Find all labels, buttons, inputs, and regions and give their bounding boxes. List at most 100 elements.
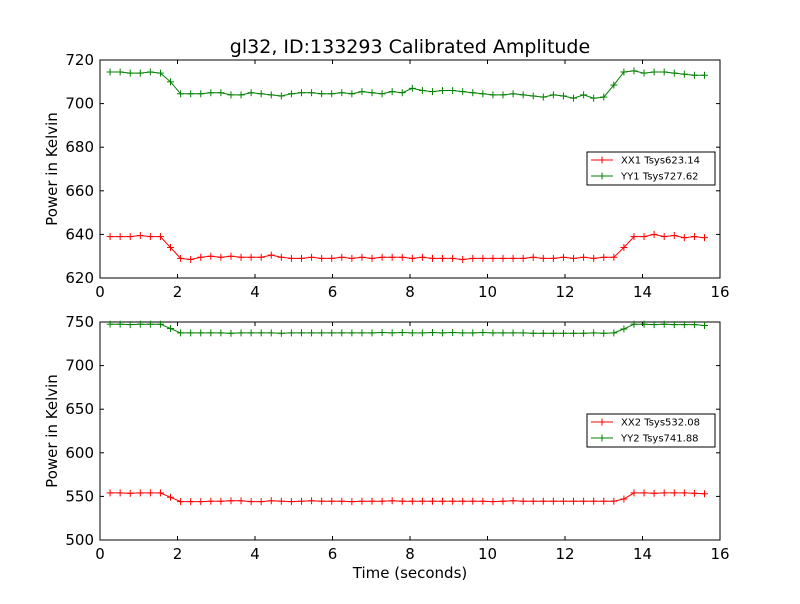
data-point bbox=[408, 497, 416, 505]
data-point bbox=[348, 498, 356, 506]
x-tick-label: 6 bbox=[328, 283, 338, 301]
data-point bbox=[539, 254, 547, 262]
data-point bbox=[217, 497, 225, 505]
data-point bbox=[277, 329, 285, 337]
data-point bbox=[136, 231, 144, 239]
data-point bbox=[680, 70, 688, 78]
data-point bbox=[328, 254, 336, 262]
data-point bbox=[378, 253, 386, 261]
data-point bbox=[348, 329, 356, 337]
data-point bbox=[428, 254, 436, 262]
data-point bbox=[338, 497, 346, 505]
data-point bbox=[116, 320, 124, 328]
data-point bbox=[418, 87, 426, 95]
data-point bbox=[308, 497, 316, 505]
data-point bbox=[479, 254, 487, 262]
data-point bbox=[146, 233, 154, 241]
y-axis-title: Power in Kelvin bbox=[43, 374, 61, 488]
data-point bbox=[680, 321, 688, 329]
data-point bbox=[580, 497, 588, 505]
x-tick-label: 12 bbox=[555, 283, 574, 301]
data-point bbox=[499, 91, 507, 99]
data-point bbox=[146, 489, 154, 497]
data-point bbox=[690, 321, 698, 329]
data-point bbox=[328, 497, 336, 505]
data-point bbox=[489, 498, 497, 506]
data-point bbox=[368, 89, 376, 97]
legend: XX1 Tsys623.14 YY1 Tsys727.62 bbox=[586, 151, 716, 186]
data-point bbox=[630, 489, 638, 497]
data-point bbox=[529, 329, 537, 337]
x-tick-label: 8 bbox=[405, 545, 415, 563]
data-point bbox=[207, 329, 215, 337]
x-tick-label: 16 bbox=[710, 545, 729, 563]
data-point bbox=[690, 489, 698, 497]
data-point bbox=[701, 490, 708, 498]
data-point bbox=[590, 329, 598, 337]
x-tick-label: 14 bbox=[633, 283, 652, 301]
data-point bbox=[620, 243, 628, 251]
x-tick-label: 16 bbox=[710, 283, 729, 301]
data-point bbox=[388, 329, 396, 337]
data-point bbox=[549, 91, 557, 99]
data-point bbox=[690, 71, 698, 79]
data-point bbox=[277, 497, 285, 505]
legend-entry: XX2 Tsys532.08 bbox=[591, 418, 700, 429]
data-point bbox=[237, 91, 245, 99]
data-point bbox=[287, 329, 295, 337]
data-point bbox=[338, 329, 346, 337]
data-point bbox=[358, 329, 366, 337]
data-point bbox=[539, 93, 547, 101]
legend-label: XX2 Tsys532.08 bbox=[621, 418, 700, 429]
data-point bbox=[509, 254, 517, 262]
data-point bbox=[146, 68, 154, 76]
data-point bbox=[690, 233, 698, 241]
data-point bbox=[519, 497, 527, 505]
data-point bbox=[378, 90, 386, 98]
data-point bbox=[106, 320, 114, 328]
data-point bbox=[680, 489, 688, 497]
data-point bbox=[610, 497, 618, 505]
data-point bbox=[570, 254, 578, 262]
data-point bbox=[237, 497, 245, 505]
x-tick-label: 10 bbox=[478, 283, 497, 301]
data-point bbox=[398, 328, 406, 336]
data-point bbox=[408, 84, 416, 92]
data-point bbox=[398, 497, 406, 505]
legend-label: XX1 Tsys623.14 bbox=[621, 156, 700, 167]
y-tick-label: 750 bbox=[65, 313, 94, 331]
x-tick-label: 10 bbox=[478, 545, 497, 563]
data-point bbox=[378, 328, 386, 336]
data-point bbox=[408, 254, 416, 262]
data-point bbox=[287, 90, 295, 98]
y-tick-label: 650 bbox=[65, 400, 94, 418]
data-point bbox=[439, 254, 447, 262]
data-point bbox=[257, 329, 265, 337]
data-point bbox=[650, 321, 658, 329]
data-point bbox=[348, 90, 356, 98]
data-point bbox=[338, 89, 346, 97]
y-tick-label: 700 bbox=[65, 95, 94, 113]
data-point bbox=[570, 329, 578, 337]
data-point bbox=[519, 254, 527, 262]
data-point bbox=[701, 234, 708, 242]
data-point bbox=[398, 89, 406, 97]
data-point bbox=[640, 489, 648, 497]
data-point bbox=[600, 497, 608, 505]
data-point bbox=[479, 497, 487, 505]
data-point bbox=[197, 253, 205, 261]
data-point bbox=[499, 254, 507, 262]
data-point bbox=[439, 329, 447, 337]
data-point bbox=[197, 90, 205, 98]
data-point bbox=[559, 329, 567, 337]
data-point bbox=[449, 497, 457, 505]
data-point bbox=[519, 329, 527, 337]
data-point bbox=[559, 497, 567, 505]
data-point bbox=[630, 67, 638, 75]
data-point bbox=[267, 497, 275, 505]
data-point bbox=[650, 230, 658, 238]
data-point bbox=[499, 329, 507, 337]
x-tick-label: 14 bbox=[633, 545, 652, 563]
data-point bbox=[227, 497, 235, 505]
data-point bbox=[680, 234, 688, 242]
